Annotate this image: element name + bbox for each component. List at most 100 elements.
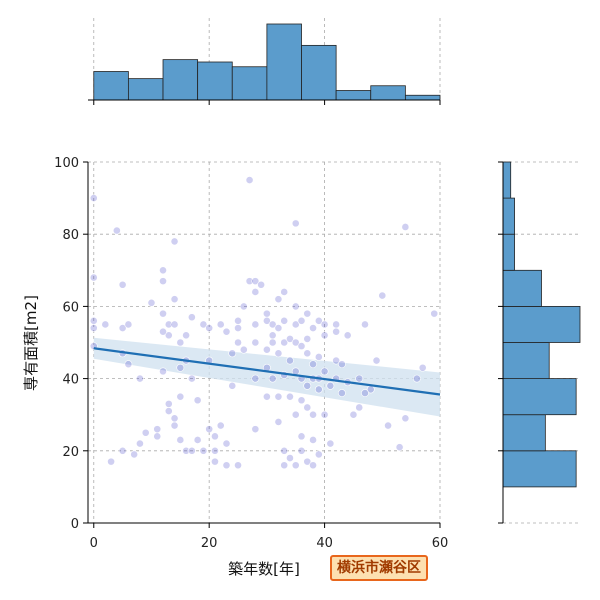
scatter-point xyxy=(182,446,190,455)
scatter-point xyxy=(193,436,202,444)
scatter-point xyxy=(320,367,329,376)
scatter-point xyxy=(297,396,306,405)
scatter-point xyxy=(274,418,283,426)
x-tick-label: 60 xyxy=(432,536,449,551)
main-axes: 0 20 40 60 0 20 40 60 80 100 xyxy=(54,156,448,551)
scatter-point xyxy=(303,457,312,466)
scatter-point xyxy=(89,324,98,332)
scatter-point xyxy=(291,338,300,347)
scatter-point xyxy=(355,403,364,412)
scatter-point xyxy=(176,436,185,444)
top-hist-bar xyxy=(335,90,372,101)
scatter-point xyxy=(118,324,127,332)
scatter-point xyxy=(234,316,242,325)
scatter-point xyxy=(291,461,300,470)
scatter-point xyxy=(401,414,410,423)
scatter-point xyxy=(159,309,167,318)
scatter-point xyxy=(107,457,115,466)
scatter-point xyxy=(303,349,312,358)
scatter-point xyxy=(401,223,410,231)
right-hist-bar xyxy=(502,378,577,416)
scatter-point xyxy=(239,302,248,311)
scatter-point xyxy=(211,432,219,441)
scatter-point xyxy=(112,226,121,235)
scatter-point xyxy=(395,443,404,452)
scatter-point xyxy=(268,331,277,340)
scatter-point xyxy=(164,320,173,329)
scatter-point xyxy=(297,432,306,441)
scatter-point xyxy=(297,446,306,455)
scatter-point xyxy=(268,338,277,347)
scatter-point xyxy=(164,399,173,408)
scatter-point xyxy=(286,454,294,462)
y-tick-label: 20 xyxy=(62,445,79,460)
scatter-point xyxy=(303,334,312,343)
scatter-point xyxy=(291,410,300,419)
scatter-point xyxy=(268,374,277,383)
scatter-point xyxy=(251,374,260,383)
scatter-point xyxy=(332,356,341,365)
scatter-point xyxy=(262,392,271,401)
scatter-point xyxy=(291,219,300,228)
scatter-point xyxy=(274,392,283,401)
scatter-point xyxy=(251,425,260,434)
scatter-point xyxy=(245,277,254,286)
scatter-point xyxy=(170,414,179,423)
scatter-point xyxy=(89,273,98,282)
scatter-point xyxy=(297,342,306,351)
scatter-point xyxy=(141,428,150,437)
scatter-point xyxy=(187,374,196,383)
scatter-point xyxy=(136,374,144,383)
top-hist-bar xyxy=(266,23,302,101)
right-hist-bar xyxy=(502,414,546,452)
scatter-point xyxy=(170,237,179,246)
scatter-points xyxy=(89,176,439,470)
scatter-point xyxy=(124,320,133,329)
scatter-point xyxy=(216,320,225,329)
scatter-point xyxy=(309,436,317,444)
scatter-point xyxy=(222,327,231,336)
scatter-point xyxy=(159,327,167,336)
regression-line xyxy=(93,347,441,396)
scatter-point xyxy=(384,421,392,430)
scatter-point xyxy=(251,288,260,296)
scatter-point xyxy=(234,338,242,347)
scatter-point xyxy=(262,316,271,325)
scatter-point xyxy=(280,461,289,470)
regression-confidence-band xyxy=(93,337,440,417)
right-hist-bar xyxy=(502,450,577,488)
scatter-point xyxy=(199,320,208,329)
scatter-point xyxy=(338,360,346,369)
scatter-point xyxy=(251,277,260,286)
scatter-point xyxy=(332,327,341,336)
scatter-point xyxy=(89,194,98,202)
scatter-point xyxy=(159,367,167,376)
top-hist-bar xyxy=(404,94,441,101)
scatter-point xyxy=(361,320,369,329)
scatter-point xyxy=(280,446,289,455)
scatter-point xyxy=(153,425,162,434)
scatter-point xyxy=(314,385,323,394)
scatter-point xyxy=(251,338,260,347)
scatter-point xyxy=(309,324,317,332)
scatter-point xyxy=(211,457,219,466)
main-grid xyxy=(88,161,441,524)
scatter-point xyxy=(286,356,294,365)
scatter-point xyxy=(418,363,427,372)
scatter-point xyxy=(118,446,127,455)
right-histogram xyxy=(498,161,581,524)
scatter-point xyxy=(170,320,179,329)
scatter-point xyxy=(170,421,179,430)
y-tick-label: 60 xyxy=(62,300,79,315)
scatter-point xyxy=(320,320,329,329)
x-tick-label: 40 xyxy=(316,536,333,551)
scatter-point xyxy=(164,331,173,340)
scatter-point xyxy=(176,338,185,347)
scatter-point xyxy=(211,446,219,455)
scatter-point xyxy=(262,309,271,318)
x-tick-label: 0 xyxy=(90,536,98,551)
scatter-point xyxy=(314,316,323,325)
scatter-point xyxy=(222,439,231,448)
scatter-point xyxy=(257,280,266,289)
top-hist-bar xyxy=(231,66,268,101)
